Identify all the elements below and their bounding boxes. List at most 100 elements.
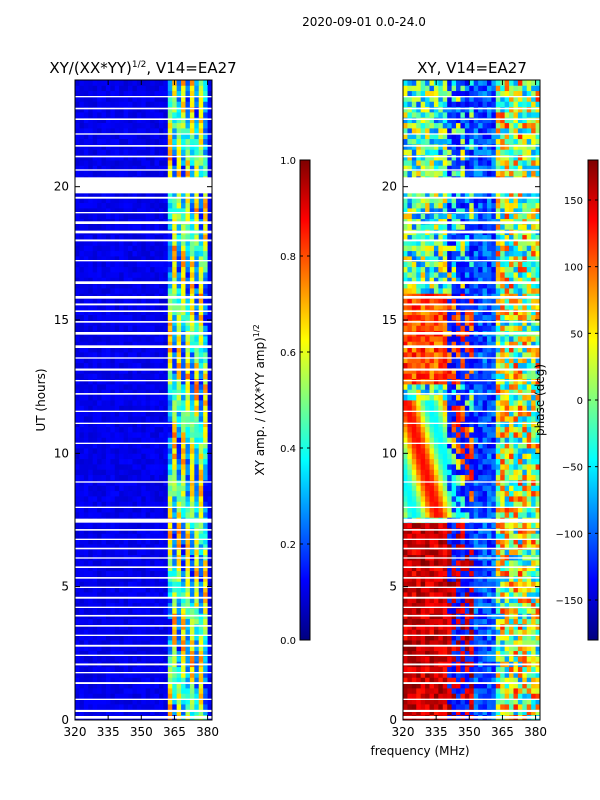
heatmap-cell — [114, 709, 120, 716]
heatmap-cell — [163, 165, 169, 172]
heatmap-cell — [509, 704, 514, 710]
heatmap-cell — [97, 624, 102, 630]
heatmap-cell — [203, 506, 208, 513]
heatmap-cell — [198, 677, 204, 684]
heatmap-cell — [429, 576, 435, 582]
heatmap-cell — [136, 202, 142, 209]
heatmap-cell — [438, 709, 444, 716]
heatmap-cell — [473, 640, 479, 646]
heatmap-cell — [145, 389, 151, 396]
heatmap-cell — [88, 501, 94, 508]
heatmap-cell — [172, 506, 178, 513]
heatmap-cell — [79, 213, 85, 220]
heatmap-cell — [79, 400, 85, 406]
heatmap-cell — [101, 480, 107, 486]
heatmap-cell — [101, 288, 107, 294]
heatmap-cell — [207, 528, 212, 534]
heatmap-cell — [141, 618, 147, 625]
heatmap-cell — [403, 640, 408, 646]
heatmap-cell — [203, 538, 208, 545]
heatmap-cell — [420, 522, 426, 529]
heatmap-cell — [105, 90, 111, 97]
heatmap-cell — [425, 709, 430, 716]
heatmap-cell — [83, 480, 89, 486]
heatmap-cell — [119, 224, 125, 230]
heatmap-cell — [486, 698, 492, 705]
heatmap-cell — [167, 464, 173, 470]
heatmap-cell — [495, 693, 501, 700]
heatmap-cell — [451, 709, 457, 716]
heatmap-cell — [531, 672, 536, 678]
heatmap-cell — [97, 256, 102, 262]
heatmap-cell — [75, 437, 80, 444]
heatmap-cell — [101, 149, 107, 156]
heatmap-cell — [460, 597, 466, 604]
heatmap-cell — [123, 576, 129, 582]
heatmap-cell — [181, 90, 186, 97]
heatmap-cell — [403, 592, 408, 598]
heatmap-cell — [163, 581, 169, 588]
heatmap-cell — [158, 373, 164, 380]
heatmap-cell — [92, 240, 98, 246]
heatmap-cell — [189, 341, 195, 348]
heatmap-cell — [442, 602, 448, 609]
heatmap-cell — [123, 368, 129, 374]
heatmap-cell — [88, 240, 94, 246]
heatmap-cell — [509, 618, 514, 625]
heatmap-cell — [491, 634, 497, 641]
heatmap-cell — [97, 656, 102, 662]
heatmap-cell — [154, 496, 160, 502]
heatmap-cell — [495, 677, 501, 684]
heatmap-cell — [207, 282, 212, 289]
heatmap-cell — [181, 426, 186, 433]
heatmap-cell — [407, 688, 413, 694]
heatmap-cell — [447, 592, 453, 598]
heatmap-cell — [154, 309, 160, 316]
heatmap-cell — [517, 544, 523, 550]
heatmap-cell — [189, 208, 195, 214]
heatmap-cell — [198, 650, 204, 657]
heatmap-cell — [136, 197, 142, 204]
heatmap-cell — [198, 192, 204, 198]
heatmap-cell — [203, 602, 208, 609]
heatmap-cell — [119, 160, 125, 166]
heatmap-cell — [167, 416, 173, 422]
heatmap-cell — [83, 282, 89, 289]
heatmap-cell — [128, 320, 133, 326]
heatmap-cell — [526, 682, 532, 689]
heatmap-cell — [154, 106, 160, 113]
heatmap-cell — [154, 256, 160, 262]
heatmap-cell — [526, 634, 532, 641]
heatmap-cell — [97, 90, 102, 97]
heatmap-cell — [181, 165, 186, 172]
heatmap-cell — [88, 656, 94, 662]
heatmap-cell — [473, 704, 479, 710]
heatmap-cell — [203, 442, 208, 449]
heatmap-cell — [105, 432, 111, 438]
heatmap-cell — [181, 592, 186, 598]
phase-plot-title: XY, V14=EA27 — [417, 59, 527, 77]
heatmap-cell — [105, 192, 111, 198]
heatmap-cell — [132, 325, 138, 332]
heatmap-cell — [105, 506, 111, 513]
heatmap-cell — [101, 570, 107, 577]
heatmap-cell — [158, 608, 164, 614]
heatmap-cell — [132, 122, 138, 129]
heatmap-cell — [163, 432, 169, 438]
heatmap-cell — [167, 357, 173, 364]
heatmap-cell — [513, 640, 519, 646]
heatmap-cell — [154, 234, 160, 241]
heatmap-cell — [491, 533, 497, 540]
heatmap-cell — [136, 480, 142, 486]
heatmap-cell — [101, 341, 107, 348]
heatmap-cell — [154, 368, 160, 374]
heatmap-cell — [438, 682, 444, 689]
heatmap-cell — [163, 304, 169, 310]
heatmap-cell — [150, 528, 155, 534]
heatmap-cell — [403, 693, 408, 700]
heatmap-cell — [207, 672, 212, 678]
heatmap-cell — [145, 90, 151, 97]
heatmap-cell — [136, 165, 142, 172]
heatmap-cell — [136, 666, 142, 673]
heatmap-cell — [163, 416, 169, 422]
